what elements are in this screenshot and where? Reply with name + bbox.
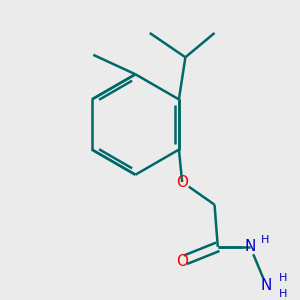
Text: O: O <box>176 254 188 269</box>
Text: H: H <box>278 289 287 299</box>
Text: N: N <box>261 278 272 293</box>
Text: H: H <box>261 235 269 245</box>
Text: H: H <box>278 273 287 283</box>
Text: N: N <box>244 239 256 254</box>
Text: O: O <box>176 175 188 190</box>
